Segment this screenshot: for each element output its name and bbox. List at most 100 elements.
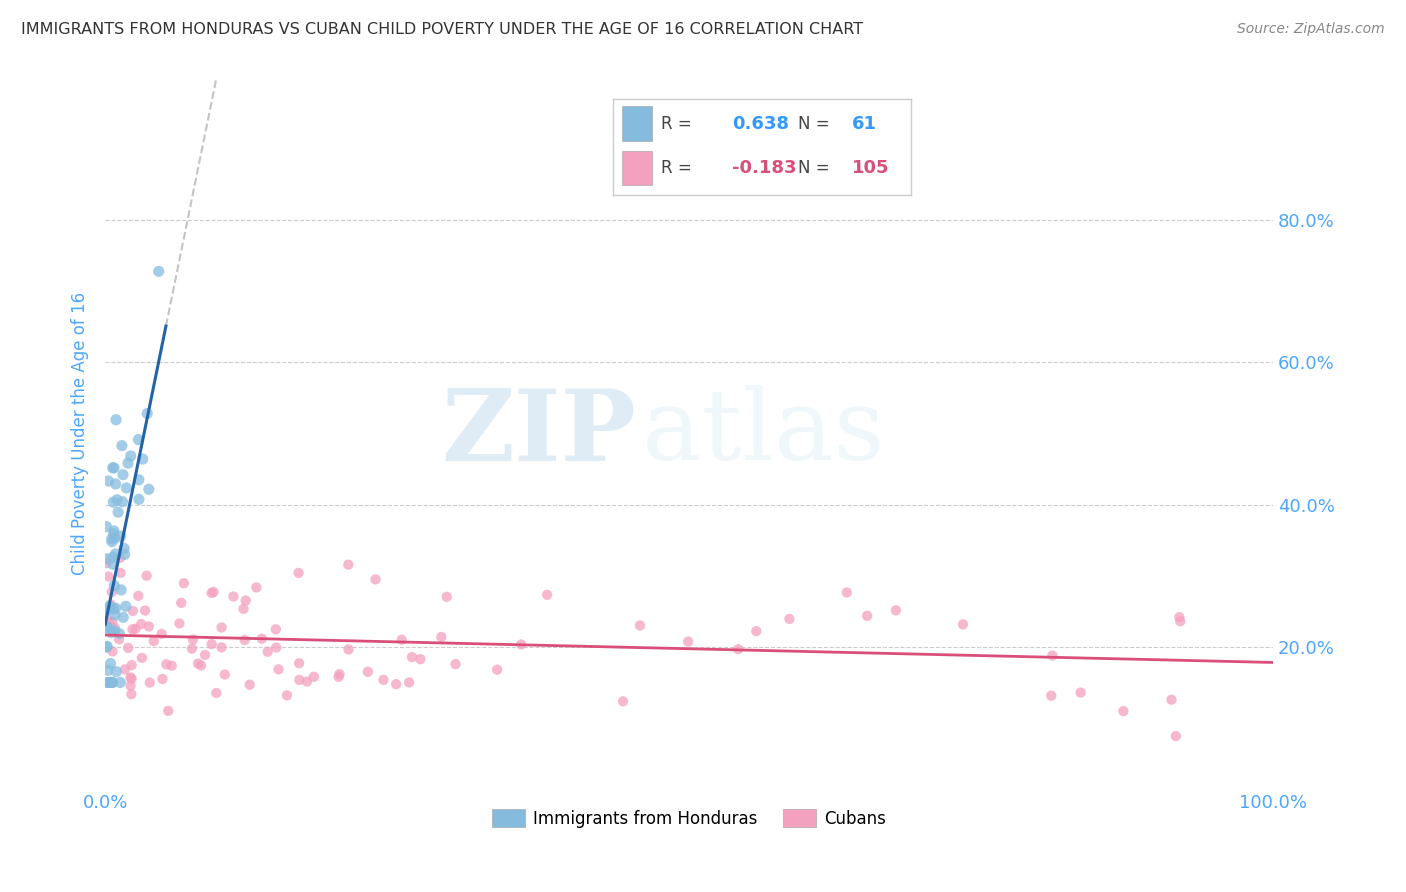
Point (628, 618, 651, 632)
Point (337, 558, 360, 572)
Point (101, 644, 124, 658)
Point (170, 596, 193, 610)
Point (264, 640, 287, 655)
Legend: Immigrants from Honduras, Cubans: Immigrants from Honduras, Cubans (485, 802, 893, 834)
Point (96, 640, 118, 654)
Point (127, 433, 149, 447)
Point (778, 612, 800, 626)
Point (122, 604, 145, 618)
Point (103, 602, 125, 616)
Point (364, 573, 387, 587)
Point (96, 556, 118, 570)
Point (1070, 685, 1092, 699)
Point (121, 672, 143, 686)
Point (250, 632, 273, 646)
Point (110, 675, 132, 690)
Point (385, 677, 408, 691)
Point (194, 648, 217, 662)
Point (104, 601, 127, 615)
Point (337, 642, 360, 657)
Point (398, 675, 420, 690)
Point (676, 634, 699, 648)
Point (276, 689, 298, 703)
Point (111, 494, 134, 508)
Point (486, 663, 509, 677)
Point (100, 675, 122, 690)
Point (97, 621, 120, 635)
Point (245, 581, 267, 595)
Point (357, 665, 380, 679)
Point (295, 674, 318, 689)
Point (152, 672, 174, 686)
Point (110, 566, 132, 580)
Point (211, 620, 233, 634)
Point (120, 679, 142, 693)
Point (138, 483, 160, 497)
Point (211, 640, 233, 655)
Point (111, 467, 134, 482)
Point (150, 627, 173, 641)
Point (430, 630, 453, 644)
Point (101, 615, 124, 629)
Point (104, 607, 127, 622)
Text: atlas: atlas (643, 385, 886, 481)
Point (264, 622, 287, 636)
Point (97, 663, 120, 677)
Point (124, 622, 146, 636)
Point (409, 652, 432, 666)
Point (114, 599, 136, 614)
Point (148, 264, 170, 278)
Point (835, 585, 858, 599)
Point (98, 675, 121, 690)
Point (132, 452, 155, 467)
Point (214, 667, 236, 681)
Point (138, 619, 160, 633)
Point (101, 585, 124, 599)
Y-axis label: Child Poverty Under the Age of 16: Child Poverty Under the Age of 16 (72, 292, 89, 574)
Point (110, 582, 132, 597)
Point (127, 589, 149, 603)
Point (103, 578, 125, 592)
Point (510, 638, 533, 652)
Point (239, 678, 262, 692)
Point (155, 657, 177, 672)
Point (97, 616, 120, 631)
Point (1160, 692, 1182, 706)
Point (232, 602, 254, 616)
Point (287, 566, 309, 580)
Point (108, 551, 131, 566)
Point (105, 665, 128, 679)
Point (288, 673, 311, 687)
Point (120, 687, 142, 701)
Point (108, 626, 131, 640)
Point (444, 657, 467, 672)
Point (952, 617, 974, 632)
Point (112, 610, 135, 624)
Point (98, 675, 121, 690)
Point (1042, 648, 1064, 663)
Point (101, 534, 124, 549)
Point (401, 650, 423, 665)
Point (100, 619, 122, 633)
Point (101, 460, 124, 475)
Point (205, 686, 228, 700)
Point (103, 524, 125, 538)
Text: IMMIGRANTS FROM HONDURAS VS CUBAN CHILD POVERTY UNDER THE AGE OF 16 CORRELATION : IMMIGRANTS FROM HONDURAS VS CUBAN CHILD … (21, 22, 863, 37)
Point (160, 658, 183, 673)
Point (103, 526, 125, 541)
Point (105, 492, 128, 507)
Point (96, 519, 118, 533)
Point (115, 481, 138, 495)
Point (98, 599, 121, 614)
Point (103, 495, 125, 509)
Point (222, 590, 245, 604)
Point (96, 620, 118, 634)
Point (96, 612, 118, 626)
Point (302, 670, 325, 684)
Point (169, 616, 191, 631)
Point (856, 608, 879, 623)
Point (727, 642, 749, 657)
Point (100, 675, 122, 690)
Point (328, 670, 350, 684)
Point (235, 593, 257, 607)
